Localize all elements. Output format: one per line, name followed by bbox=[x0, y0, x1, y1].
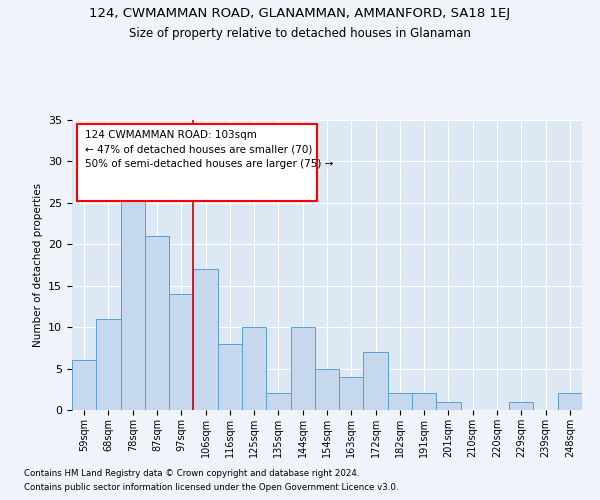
Bar bbox=[315, 368, 339, 410]
Text: Contains public sector information licensed under the Open Government Licence v3: Contains public sector information licen… bbox=[24, 484, 398, 492]
Bar bbox=[509, 402, 533, 410]
Bar bbox=[193, 269, 218, 410]
Bar bbox=[242, 327, 266, 410]
Bar bbox=[290, 327, 315, 410]
Bar bbox=[436, 402, 461, 410]
Text: 124, CWMAMMAN ROAD, GLANAMMAN, AMMANFORD, SA18 1EJ: 124, CWMAMMAN ROAD, GLANAMMAN, AMMANFORD… bbox=[89, 8, 511, 20]
Bar bbox=[72, 360, 96, 410]
Bar bbox=[96, 319, 121, 410]
Bar bbox=[558, 394, 582, 410]
Text: Size of property relative to detached houses in Glanaman: Size of property relative to detached ho… bbox=[129, 28, 471, 40]
Bar bbox=[339, 377, 364, 410]
Text: Contains HM Land Registry data © Crown copyright and database right 2024.: Contains HM Land Registry data © Crown c… bbox=[24, 468, 359, 477]
Bar bbox=[412, 394, 436, 410]
FancyBboxPatch shape bbox=[77, 124, 317, 201]
Bar bbox=[266, 394, 290, 410]
Bar bbox=[218, 344, 242, 410]
Bar bbox=[145, 236, 169, 410]
Bar bbox=[169, 294, 193, 410]
Bar bbox=[388, 394, 412, 410]
Text: 124 CWMAMMAN ROAD: 103sqm
← 47% of detached houses are smaller (70)
50% of semi-: 124 CWMAMMAN ROAD: 103sqm ← 47% of detac… bbox=[85, 130, 333, 169]
Y-axis label: Number of detached properties: Number of detached properties bbox=[32, 183, 43, 347]
Bar bbox=[364, 352, 388, 410]
Bar bbox=[121, 194, 145, 410]
